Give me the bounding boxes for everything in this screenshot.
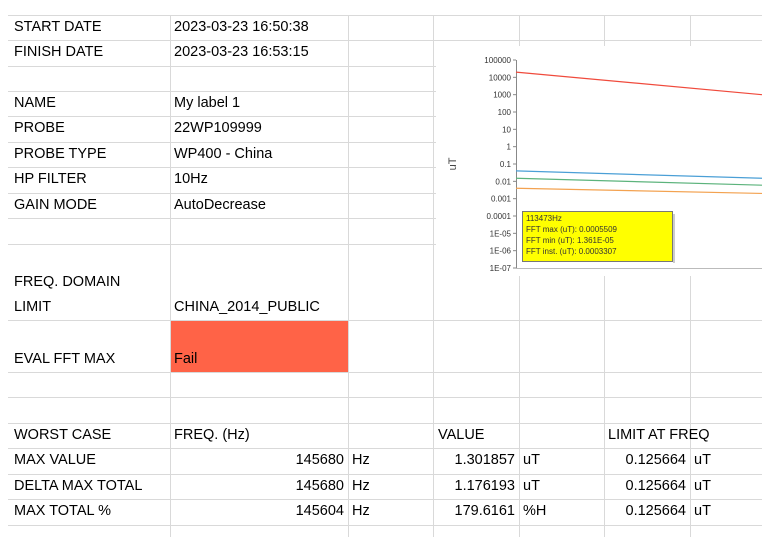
value-unit: uT (523, 452, 540, 468)
value: 1.301857 (454, 452, 515, 468)
info-value: My label 1 (174, 95, 241, 111)
table-header: FREQ. (Hz) (174, 427, 250, 443)
y-tick-label: 0.001 (491, 195, 512, 204)
y-tick-label: 10000 (489, 73, 512, 82)
info-label: FINISH DATE (14, 44, 104, 60)
freq: 145680 (295, 452, 344, 468)
freq-unit: Hz (352, 477, 370, 494)
limit-value: CHINA_2014_PUBLIC (174, 299, 320, 315)
tooltip (522, 211, 673, 262)
freq: 145680 (295, 477, 344, 494)
value-unit: %H (523, 503, 547, 519)
y-tick-label: 0.1 (500, 160, 512, 169)
freq-unit: Hz (352, 452, 370, 468)
y-axis-label: uT (447, 157, 459, 170)
series-line (515, 71, 762, 96)
info-label: START DATE (14, 19, 102, 35)
row-label: DELTA MAX TOTAL (14, 477, 143, 494)
info-value: WP400 - China (174, 146, 273, 162)
limit-unit: uT (694, 503, 711, 519)
info-value: 22WP109999 (174, 120, 262, 136)
series-line (515, 170, 762, 179)
y-tick-label: 1E-06 (490, 247, 512, 256)
info-label: PROBE TYPE (14, 146, 107, 162)
info-label: HP FILTER (14, 171, 87, 187)
row-label: MAX TOTAL % (14, 503, 111, 519)
info-value: 2023-03-23 16:50:38 (174, 19, 309, 35)
value: 179.6161 (454, 503, 515, 519)
series-line (515, 177, 762, 186)
y-tick-label: 1E-05 (490, 229, 512, 238)
limit-label: FREQ. DOMAIN LIMIT (14, 274, 121, 315)
row-label: MAX VALUE (14, 452, 96, 468)
fail-cell-fill (170, 320, 348, 372)
info-value: 10Hz (174, 171, 208, 187)
y-tick-label: 1000 (493, 91, 511, 100)
info-value: AutoDecrease (174, 197, 266, 213)
chart: 100000 10000 1000 100 10 1 0.1 0.01 0.001 0.0001 1… (436, 46, 762, 276)
limit: 0.125664 (625, 452, 686, 468)
value-unit: uT (523, 477, 540, 494)
y-tick-label: 100000 (484, 56, 511, 65)
info-label: PROBE (14, 120, 65, 136)
eval-label: EVAL FFT MAX (14, 351, 116, 367)
tooltip-text: FFT min (uT): 1.361E-05 (526, 236, 614, 245)
limit: 0.125664 (625, 503, 686, 519)
series-line (515, 187, 762, 195)
value: 1.176193 (454, 477, 515, 494)
tooltip-text: FFT max (uT): 0.0005509 (526, 225, 618, 234)
info-value: 2023-03-23 16:53:15 (174, 44, 309, 60)
freq-unit: Hz (352, 503, 370, 519)
y-tick-label: 0.01 (495, 177, 511, 186)
info-label: NAME (14, 95, 56, 111)
table-header: LIMIT AT FREQ (608, 427, 710, 443)
y-tick-label: 0.0001 (487, 212, 512, 221)
y-tick-label: 1E-07 (490, 264, 512, 273)
limit-unit: uT (694, 477, 711, 494)
y-tick-label: 100 (498, 108, 512, 117)
eval-value: Fail (174, 351, 198, 367)
y-tick-label: 10 (502, 125, 511, 134)
table-header: VALUE (438, 427, 485, 443)
limit-unit: uT (694, 452, 711, 468)
tooltip-text: 113473Hz (526, 214, 562, 223)
freq: 145604 (295, 503, 344, 519)
y-tick-label: 1 (507, 143, 512, 152)
table-header: WORST CASE (14, 427, 112, 443)
info-label: GAIN MODE (14, 197, 97, 213)
limit: 0.125664 (625, 477, 686, 494)
tooltip-text: FFT inst. (uT): 0.0003307 (526, 247, 617, 256)
